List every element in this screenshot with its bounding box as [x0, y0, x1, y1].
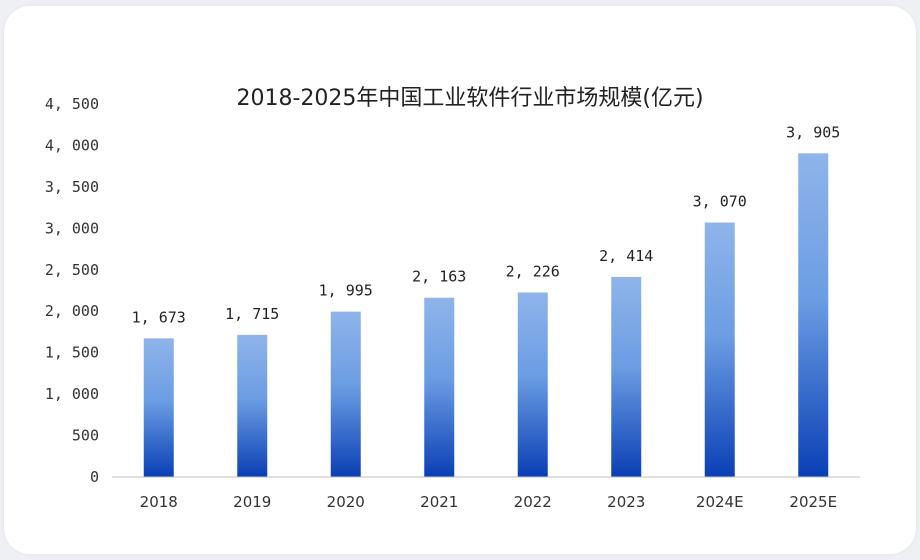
- x-tick-label-2021: 2021: [420, 493, 458, 511]
- data-label-2018: 1, 673: [132, 308, 186, 326]
- bar-2020: [330, 311, 361, 477]
- x-tick-label-2025E: 2025E: [789, 493, 837, 511]
- data-label-2023: 2, 414: [599, 247, 653, 265]
- y-tick-label: 3, 000: [45, 219, 99, 237]
- x-tick-label-2018: 2018: [140, 493, 178, 511]
- y-tick-label: 1, 500: [45, 344, 99, 362]
- x-tick-label-2019: 2019: [233, 493, 271, 511]
- y-tick-label: 4, 500: [45, 95, 99, 113]
- y-tick-label: 4, 000: [45, 136, 99, 154]
- data-label-2022: 2, 226: [506, 262, 560, 280]
- data-labels-group: 1, 673 1, 715 1, 995 2, 163 2, 226 2, 414 3, 0…: [132, 123, 841, 326]
- x-tick-label-2020: 2020: [327, 493, 365, 511]
- x-tick-label-2022: 2022: [514, 493, 552, 511]
- y-tick-label: 0: [90, 468, 99, 486]
- bar-2021: [424, 297, 455, 477]
- bar-2019: [237, 334, 268, 477]
- data-label-2025E: 3, 905: [786, 123, 840, 141]
- y-axis: 0 500 1, 000 1, 500 2, 000 2, 500 3, 000 3, 500…: [45, 95, 99, 486]
- bar-2024E: [704, 222, 735, 477]
- bar-2025E: [798, 153, 829, 477]
- y-tick-label: 500: [72, 427, 99, 445]
- chart-title: 2018-2025年中国工业软件行业市场规模(亿元): [236, 86, 703, 111]
- y-tick-label: 1, 000: [45, 385, 99, 403]
- data-label-2021: 2, 163: [412, 268, 466, 286]
- bars-group: [143, 153, 829, 477]
- data-label-2019: 1, 715: [225, 305, 279, 323]
- x-tick-label-2024E: 2024E: [696, 493, 744, 511]
- x-axis: 2018 2019 2020 2021 2022 2023 2024E 2025E: [140, 493, 837, 511]
- y-tick-label: 2, 000: [45, 302, 99, 320]
- data-label-2024E: 3, 070: [693, 193, 747, 211]
- data-label-2020: 1, 995: [319, 282, 373, 300]
- bar-2023: [611, 276, 642, 477]
- x-tick-label-2023: 2023: [607, 493, 645, 511]
- bar-2018: [143, 338, 174, 477]
- y-tick-label: 3, 500: [45, 178, 99, 196]
- bar-2022: [517, 292, 548, 477]
- y-tick-label: 2, 500: [45, 261, 99, 279]
